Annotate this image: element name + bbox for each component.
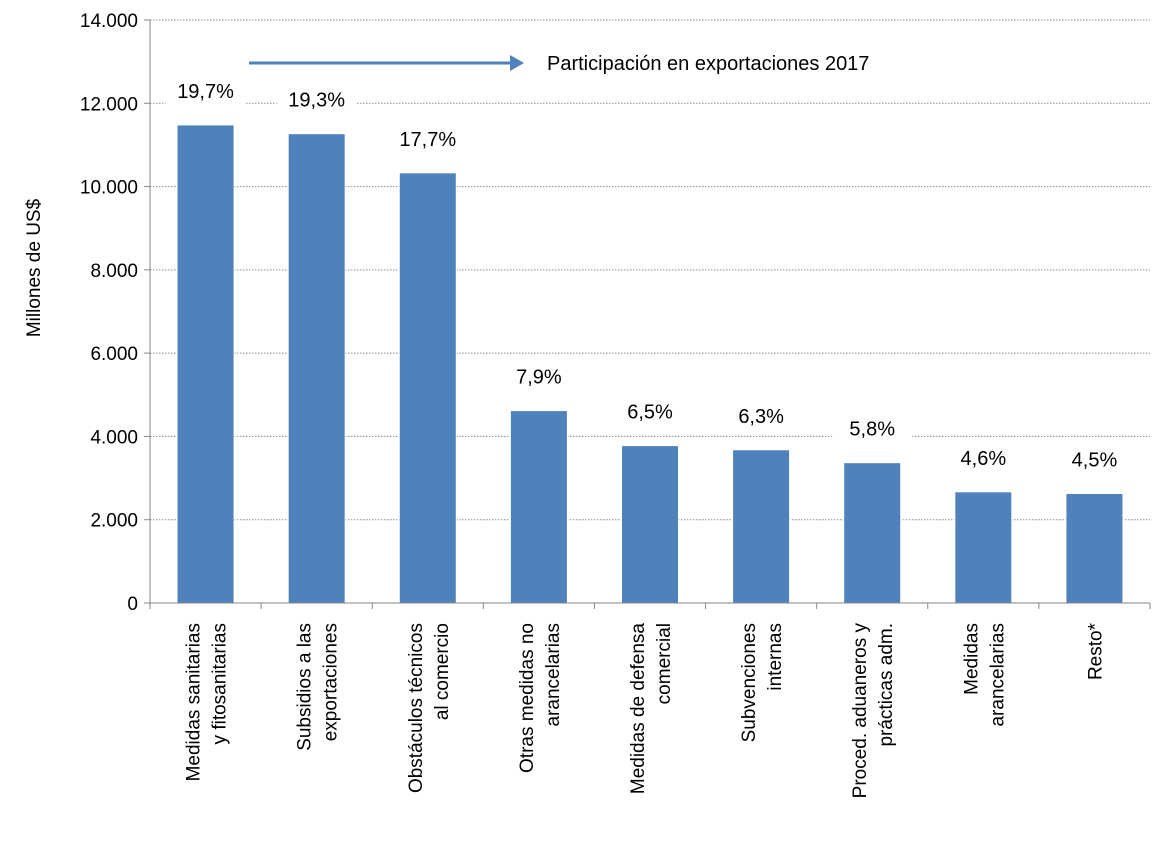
axes (144, 19, 1151, 609)
bar (1065, 492, 1124, 604)
data-label-background (276, 85, 357, 114)
data-label-background (832, 414, 913, 443)
y-tick-label: 0 (127, 594, 138, 615)
bar (176, 124, 235, 604)
category-label-line: y fitosanitarias (210, 623, 231, 744)
y-tick-label: 10.000 (80, 178, 138, 199)
data-label-background (1054, 445, 1135, 474)
data-label: 7,9% (516, 367, 562, 389)
bar (843, 462, 902, 604)
category-label-line: internas (765, 623, 786, 691)
data-label: 4,5% (1072, 449, 1118, 471)
category-label-line: al comercio (432, 623, 453, 720)
category-label-line: prácticas adm. (876, 623, 897, 747)
category-label-line: comercial (654, 623, 675, 704)
category-label: Medidas arancelarias (961, 623, 1008, 727)
bar (621, 445, 679, 604)
annotation-text: Participación en exportaciones 2017 (547, 53, 869, 75)
data-label: 6,5% (627, 402, 673, 424)
y-tick-label: 14.000 (80, 11, 138, 32)
category-label-line: Medidas (961, 623, 982, 695)
category-label: Resto* (1085, 622, 1106, 680)
y-tick-label: 2.000 (90, 511, 138, 532)
category-label-line: arancelarias (987, 623, 1008, 727)
data-label-background (498, 362, 579, 391)
data-label: 17,7% (399, 129, 456, 151)
bar (287, 133, 346, 604)
y-axis-title: Millones de US$ (24, 198, 45, 337)
data-labels: 19,7% 19,3% 17,7% 7,9% 6,5% 6,3% 5,8% 4,6% 4,5% (165, 76, 1135, 474)
data-label: 19,7% (177, 81, 234, 103)
data-label-background (387, 124, 468, 153)
category-label-line: Subsidios a las (295, 623, 316, 751)
data-label: 4,6% (961, 448, 1007, 470)
category-label-line: Obstáculos técnicos (406, 623, 427, 793)
y-tick-labels: 0 2.000 4.000 6.000 8.000 10.000 12.000 14.000 (80, 11, 138, 615)
bars (176, 124, 1124, 604)
category-label-line: Medidas de defensa (628, 623, 649, 795)
y-tick-label: 8.000 (90, 261, 138, 282)
data-label: 19,3% (288, 90, 345, 112)
data-label: 5,8% (849, 419, 895, 441)
bar (954, 491, 1013, 604)
category-label-line: arancelarias (543, 623, 564, 727)
category-label-line: Subvenciones (739, 623, 760, 742)
category-label-line: Resto* (1085, 622, 1106, 680)
annotation-arrow-head (510, 55, 524, 71)
category-labels: Medidas sanitarias y fitosanitarias Subsid… (184, 622, 1107, 798)
data-label-background (165, 76, 246, 105)
category-label-line: Proced. aduaneros y (850, 623, 871, 799)
bar (509, 410, 568, 604)
data-label: 6,3% (738, 406, 784, 428)
bar (732, 449, 791, 604)
category-label: Medidas de defensa comercial (628, 623, 675, 795)
data-label-background (721, 401, 802, 430)
y-tick-label: 4.000 (90, 427, 138, 448)
data-label-background (610, 397, 690, 426)
y-tick-label: 12.000 (80, 94, 138, 115)
category-label: Medidas sanitarias y fitosanitarias (184, 623, 231, 781)
category-label: Subsidios a las exportaciones (295, 623, 342, 751)
bar (398, 172, 457, 604)
category-label-line: Otras medidas no (517, 623, 538, 773)
annotation: Participación en exportaciones 2017 (249, 53, 869, 75)
category-label: Otras medidas no arancelarias (517, 623, 564, 773)
category-label: Subvenciones internas (739, 623, 786, 742)
data-label-background (943, 443, 1024, 472)
category-label-line: Medidas sanitarias (184, 623, 205, 781)
y-tick-label: 6.000 (90, 344, 138, 365)
category-label: Proced. aduaneros y prácticas adm. (850, 623, 897, 799)
category-label: Obstáculos técnicos al comercio (406, 623, 453, 793)
category-label-line: exportaciones (321, 623, 342, 741)
